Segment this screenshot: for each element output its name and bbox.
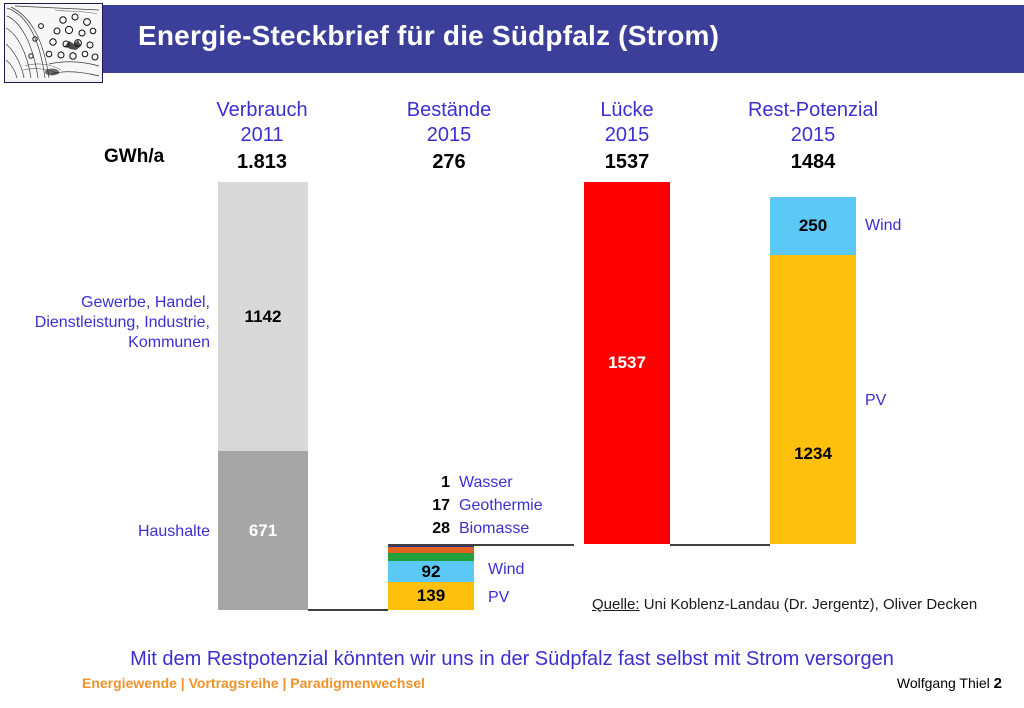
column-header-restpotenzial: Rest-Potenzial 2015 1484 <box>723 98 903 175</box>
label-line-1: Gewerbe, Handel, <box>81 294 210 311</box>
chart-canvas: GWh/a Verbrauch 2011 1.813 Bestände 2015… <box>0 88 1024 670</box>
column-total: 276 <box>432 151 466 173</box>
segment-wind-rest: 250 <box>770 197 856 255</box>
column-header-bestaende: Bestände 2015 276 <box>359 98 539 175</box>
baseline-luecke <box>670 544 770 546</box>
column-year: 2015 <box>790 124 836 146</box>
bar-bestaende: 92 139 <box>388 545 474 610</box>
legend-label: Wasser <box>459 474 513 491</box>
column-total: 1.813 <box>236 151 288 173</box>
column-name: Rest-Potenzial <box>747 99 879 121</box>
column-header-verbrauch: Verbrauch 2011 1.813 <box>172 98 352 175</box>
segment-value: 1142 <box>244 306 282 326</box>
label-line-2: Dienstleistung, Industrie, <box>34 314 210 331</box>
column-year: 2015 <box>604 124 650 146</box>
engraving-logo <box>4 3 103 83</box>
page-title: Energie-Steckbrief für die Südpfalz (Str… <box>138 20 720 51</box>
legend-label-pv-bestaende: PV <box>488 589 510 606</box>
segment-value: 250 <box>798 216 828 235</box>
column-name: Bestände <box>406 99 492 121</box>
segment-pv-rest: 1234 <box>770 255 856 544</box>
segment-haushalte: 671 <box>218 451 308 610</box>
segment-value: 139 <box>416 586 446 605</box>
footer-author: Wolfgang Thiel <box>896 675 994 691</box>
segment-value: 1537 <box>608 353 646 372</box>
conclusion-text: Mit dem Restpotenzial könnten wir uns in… <box>130 648 894 670</box>
column-name: Lücke <box>600 99 654 121</box>
segment-luecke: 1537 <box>584 182 670 544</box>
legend-value: 17 <box>432 497 450 514</box>
segment-pv: 139 <box>388 582 474 610</box>
label-haushalte: Haushalte <box>137 523 210 540</box>
legend-row-wasser: 1 Wasser <box>422 472 513 494</box>
unit-label: GWh/a <box>104 146 165 167</box>
baseline-bestaende-top <box>388 544 574 546</box>
column-total: 1537 <box>604 151 650 173</box>
column-name: Verbrauch <box>216 99 308 121</box>
segment-value: 671 <box>248 520 278 540</box>
legend-label: Biomasse <box>459 520 530 537</box>
segment-value: 1234 <box>794 443 832 463</box>
bar-restpotenzial: 250 1234 <box>770 197 856 544</box>
source-text: Uni Koblenz-Landau (Dr. Jergentz), Olive… <box>643 596 978 613</box>
legend-value: 28 <box>432 520 450 537</box>
column-year: 2015 <box>426 124 472 146</box>
segment-wasser <box>388 545 474 547</box>
segment-value: 92 <box>421 561 441 581</box>
baseline-bestaende-left <box>308 609 388 611</box>
legend-row-biomasse: 28 Biomasse <box>422 518 529 540</box>
engraving-logo-icon <box>5 4 100 80</box>
bar-verbrauch: 1142 671 <box>218 182 308 610</box>
column-total: 1484 <box>790 151 836 173</box>
label-line-3: Kommunen <box>128 334 210 351</box>
legend-label-wind-bestaende: Wind <box>488 561 525 578</box>
label-gewerbe-handel: Gewerbe, Handel, Dienstleistung, Industr… <box>10 293 210 353</box>
segment-geothermie <box>388 547 474 553</box>
source-prefix: Quelle: <box>592 596 640 613</box>
legend-label-wind-rest: Wind <box>865 217 902 234</box>
footer-page-number: 2 <box>993 675 1002 692</box>
column-header-luecke: Lücke 2015 1537 <box>537 98 717 175</box>
column-year: 2011 <box>240 124 284 146</box>
header-band <box>80 5 1024 73</box>
segment-gewerbe-handel: 1142 <box>218 182 308 451</box>
legend-row-geothermie: 17 Geothermie <box>422 495 543 517</box>
footer-author-page: Wolfgang Thiel 2 <box>897 675 1002 692</box>
segment-biomasse <box>388 553 474 561</box>
legend-label-pv-rest: PV <box>865 392 887 409</box>
legend-label: Geothermie <box>459 497 543 514</box>
source-note: Quelle: Uni Koblenz-Landau (Dr. Jergentz… <box>592 596 977 613</box>
segment-wind: 92 <box>388 561 474 582</box>
bar-luecke: 1537 <box>584 182 670 544</box>
footer-series-label: Energiewende | Vortragsreihe | Paradigme… <box>82 675 425 691</box>
legend-value: 1 <box>441 474 450 491</box>
